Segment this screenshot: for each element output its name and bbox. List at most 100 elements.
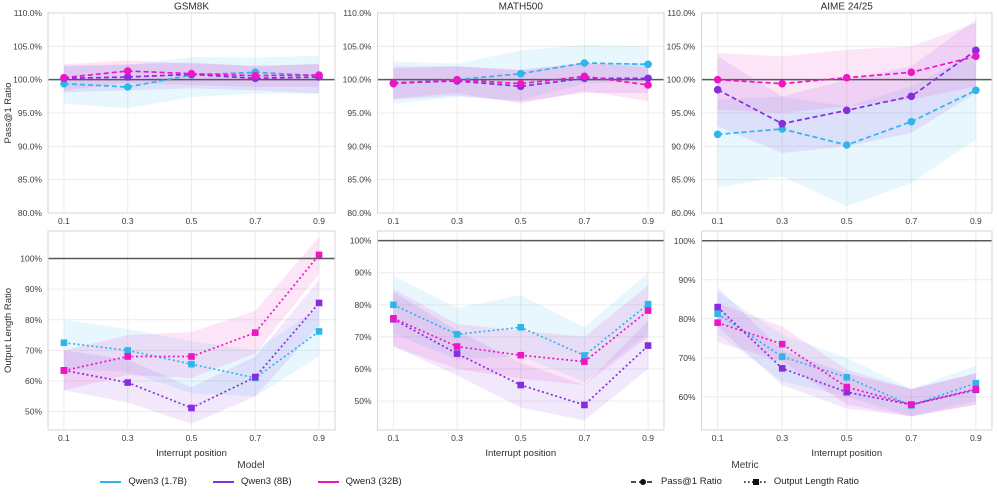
marker-circle-Qwen3 (32B) (251, 71, 260, 80)
y-tick-label: 90% (678, 275, 695, 285)
x-tick-label: 0.7 (249, 433, 261, 443)
y-tick-label: 70% (25, 345, 42, 355)
y-axis-label: Pass@1 Ratio (3, 83, 14, 144)
marker-circle-Qwen3 (8B) (972, 46, 980, 55)
y-tick-label: 105.0% (13, 41, 42, 51)
metric-legend-items: Pass@1 Ratio Output Length Ratio (625, 476, 865, 487)
marker-square-Qwen3 (1.7B) (60, 339, 68, 347)
y-tick-label: 70% (354, 332, 371, 342)
line-Qwen3 (8B) (63, 73, 320, 80)
marker-square-Qwen3 (32B) (581, 358, 588, 365)
marker-circle-Qwen3 (32B) (315, 71, 323, 79)
marker-square-Qwen3 (32B) (188, 353, 195, 360)
y-tick-label: 110.0% (14, 8, 43, 18)
y-tick-label: 50% (354, 396, 371, 406)
marker-square-Qwen3 (8B) (644, 342, 652, 349)
marker-square-Qwen3 (1.7B) (843, 374, 851, 381)
marker-square-Qwen3 (1.7B) (778, 353, 786, 360)
marker-circle-Qwen3 (1.7B) (842, 141, 851, 149)
marker-square-Qwen3 (32B) (843, 383, 851, 391)
x-tick-label: 0.1 (388, 216, 400, 226)
marker-circle-Qwen3 (8B) (842, 106, 851, 115)
chart-grid: 0.1 0.3 0.5 0.7 0.9 80.0% 85.0% 90.0% 95.0% 100.0… (3, 2, 993, 459)
y-tick-label: 60% (354, 364, 371, 374)
marker-square-Qwen3 (32B) (251, 329, 259, 336)
marker-square-Qwen3 (8B) (714, 303, 721, 311)
marker-square-Qwen3 (1.7B) (315, 328, 323, 335)
x-tick-label: 0.3 (451, 216, 463, 226)
marker-square-Qwen3 (8B) (251, 373, 259, 381)
x-tick-label: 0.3 (451, 433, 463, 443)
marker-square-Qwen3 (32B) (517, 351, 525, 359)
marker-square-Qwen3 (1.7B) (188, 360, 195, 368)
y-tick-label: 90.0% (18, 141, 43, 151)
y-tick-label: 80.0% (671, 208, 696, 218)
y-tick-label: 85.0% (671, 175, 696, 185)
marker-circle-Qwen3 (32B) (644, 81, 652, 89)
marker-circle-Qwen3 (8B) (713, 85, 722, 94)
marker-circle-Qwen3 (8B) (907, 92, 916, 101)
x-tick-label: 0.9 (970, 433, 982, 443)
legend-item-label: Qwen3 (32B) (345, 476, 402, 487)
x-tick-label: 0.7 (579, 216, 591, 226)
y-tick-label: 100% (674, 236, 696, 246)
legend-item-label: Qwen3 (8B) (240, 476, 292, 487)
marker-circle-Qwen3 (32B) (123, 67, 132, 75)
marker-square-Qwen3 (32B) (60, 367, 68, 374)
marker-square-Qwen3 (8B) (315, 299, 323, 307)
legend-item-label: Pass@1 Ratio (661, 476, 722, 487)
marker-square-Qwen3 (32B) (908, 401, 915, 408)
y-tick-label: 110.0% (343, 8, 372, 18)
qwen3-1.7b-color-swatch-icon (100, 480, 122, 483)
x-tick-label: 0.9 (313, 433, 325, 443)
y-tick-label: 90.0% (347, 141, 372, 151)
y-tick-label: 80.0% (347, 208, 372, 218)
marker-circle-Qwen3 (32B) (453, 75, 461, 84)
marker-circle-Qwen3 (32B) (907, 68, 916, 77)
marker-circle-Qwen3 (1.7B) (123, 83, 132, 91)
marker-square-Qwen3 (8B) (453, 350, 461, 357)
y-tick-label: 85.0% (18, 175, 43, 185)
marker-square-Qwen3 (1.7B) (124, 347, 132, 354)
marker-circle-Qwen3 (1.7B) (972, 86, 980, 95)
y-tick-label: 100% (20, 254, 42, 264)
legend-item-qwen3-32b: Qwen3 (32B) (317, 476, 402, 487)
legend-item-label: Output Length Ratio (773, 476, 859, 487)
y-tick-label: 80.0% (18, 208, 43, 218)
x-tick-label: 0.5 (515, 433, 527, 443)
legend-item-label: Qwen3 (1.7B) (128, 476, 187, 487)
legend-item-qwen3-1.7b: Qwen3 (1.7B) (100, 476, 187, 487)
y-tick-label: 105.0% (343, 41, 372, 51)
qwen3-8b-color-swatch-icon (212, 480, 234, 483)
marker-circle-Qwen3 (32B) (389, 79, 398, 88)
y-tick-label: 80% (354, 300, 371, 310)
x-tick-label: 0.3 (776, 216, 788, 226)
marker-circle-Qwen3 (1.7B) (516, 69, 525, 78)
marker-circle-Qwen3 (32B) (778, 79, 786, 88)
marker-square-Qwen3 (32B) (124, 353, 132, 360)
marker-circle-Qwen3 (32B) (580, 72, 589, 81)
y-tick-label: 50% (25, 407, 42, 417)
marker-square-Qwen3 (8B) (778, 365, 786, 372)
y-tick-label: 90.0% (671, 141, 696, 151)
band-Qwen3 (8B) (63, 279, 320, 424)
x-tick-label: 0.1 (58, 216, 70, 226)
marker-square-Qwen3 (1.7B) (453, 331, 461, 338)
line-Qwen3 (1.7B) (717, 313, 977, 407)
model-legend-items: Qwen3 (1.7B) Qwen3 (8B) Qwen3 (32B) (100, 476, 402, 487)
y-tick-label: 95.0% (671, 108, 696, 118)
marker-square-Qwen3 (1.7B) (390, 301, 397, 309)
metric-legend-title: Metric (731, 460, 759, 471)
marker-circle-Qwen3 (1.7B) (778, 125, 786, 133)
marker-circle-Qwen3 (32B) (516, 79, 525, 88)
marker-square-Qwen3 (32B) (972, 385, 980, 393)
x-axis-label: Interrupt position (811, 448, 882, 459)
marker-square-Qwen3 (8B) (843, 388, 851, 396)
chart-panel-pass1-0: 0.1 0.3 0.5 0.7 0.9 80.0% 85.0% 90.0% 95.0% 100.0… (3, 2, 336, 226)
x-tick-label: 0.5 (841, 216, 853, 226)
y-tick-label: 85.0% (347, 175, 372, 185)
x-tick-label: 0.7 (905, 433, 917, 443)
panel-title: AIME 24/25 (821, 2, 874, 13)
legend-item-pass1-ratio: Pass@1 Ratio (631, 476, 722, 487)
